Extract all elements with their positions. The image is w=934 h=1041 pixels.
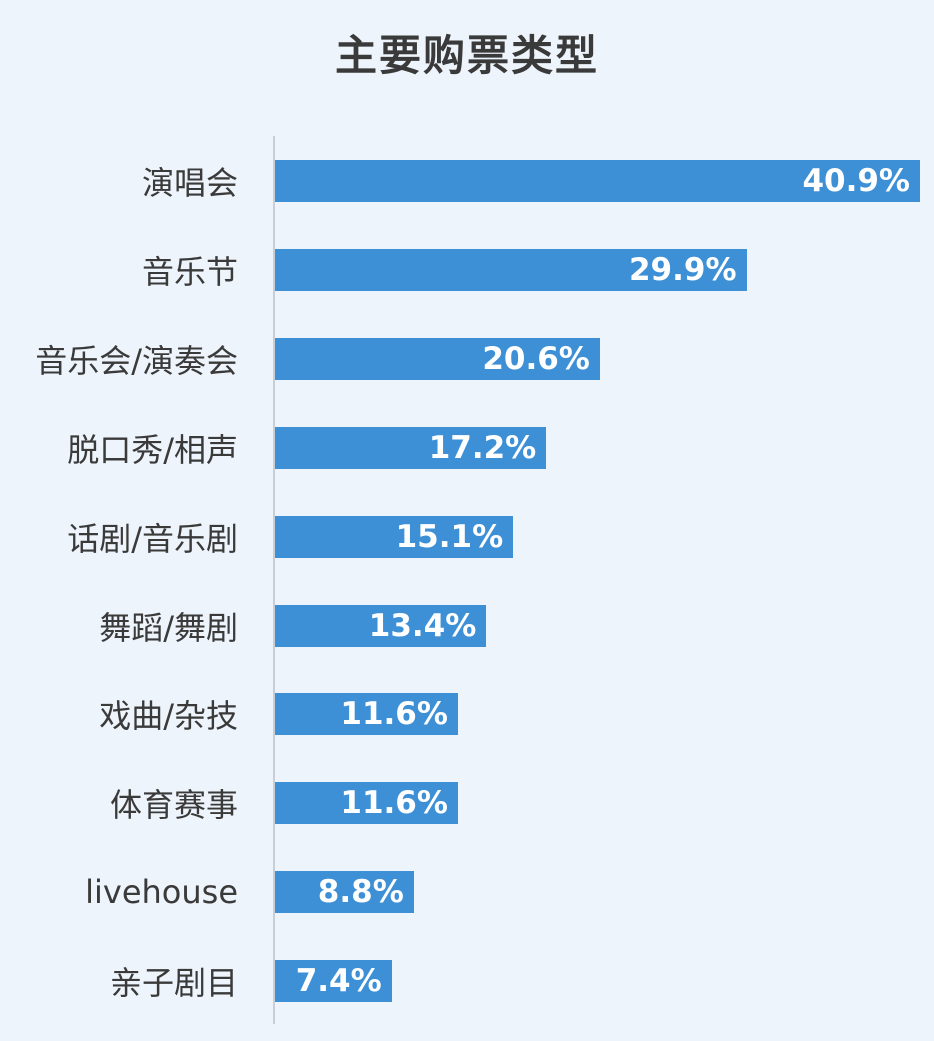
value-label: 13.4% (368, 607, 477, 644)
category-label: 话剧/音乐剧 (67, 519, 238, 558)
value-label: 40.9% (802, 163, 910, 199)
bar (275, 515, 514, 558)
bar (275, 693, 458, 736)
bar (275, 960, 392, 1003)
value-label: 7.4% (295, 963, 382, 1000)
category-label: 音乐会/演奏会 (35, 341, 238, 380)
bar (275, 604, 487, 647)
category-label: livehouse (85, 873, 238, 912)
value-label: 11.6% (340, 696, 448, 733)
category-label: 舞蹈/舞剧 (99, 608, 238, 647)
bar (275, 160, 920, 202)
value-label: 20.6% (482, 340, 590, 377)
value-label: 8.8% (317, 874, 404, 911)
category-label: 音乐节 (141, 252, 238, 291)
value-label: 11.6% (340, 785, 448, 822)
bar (275, 426, 547, 469)
category-label: 体育赛事 (109, 786, 238, 825)
value-label: 15.1% (395, 518, 504, 555)
value-label: 29.9% (628, 251, 737, 288)
category-label: 脱口秀/相声 (67, 430, 238, 469)
bar (275, 337, 600, 380)
bar (275, 782, 458, 825)
bar (275, 871, 414, 914)
chart-title: 主要购票类型 (334, 31, 599, 80)
category-label: 演唱会 (141, 164, 238, 202)
value-label: 17.2% (428, 429, 537, 466)
category-label: 亲子剧目 (109, 964, 238, 1003)
y-axis-line (273, 136, 275, 1024)
bar (275, 248, 747, 291)
category-label: 戏曲/杂技 (99, 697, 238, 736)
